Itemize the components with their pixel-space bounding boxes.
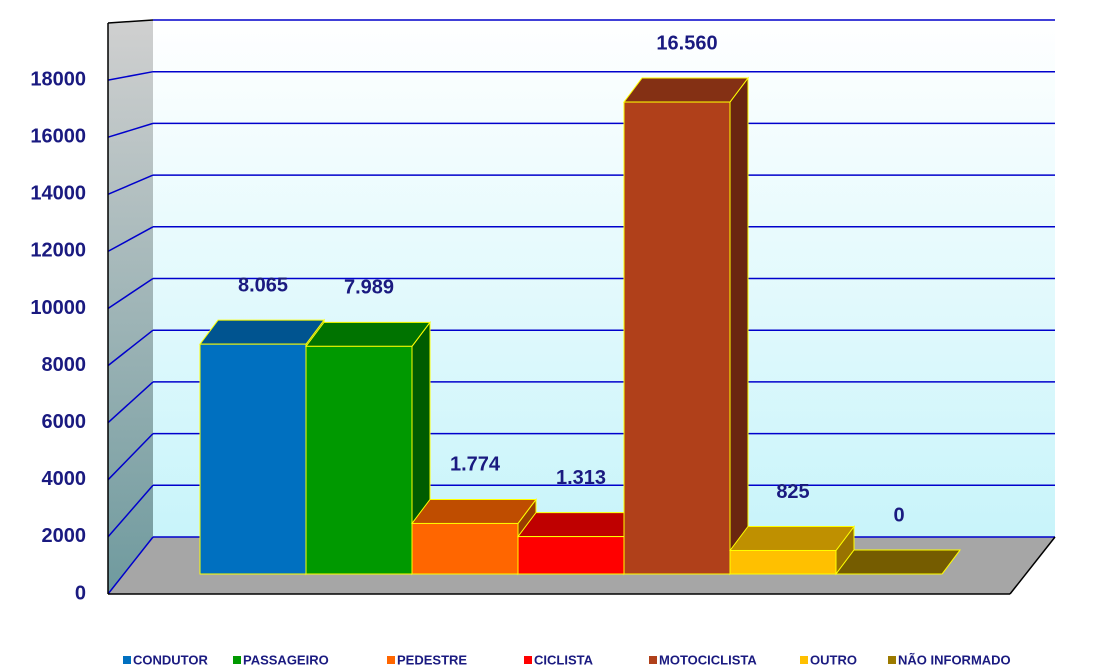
legend-label: PEDESTRE xyxy=(397,652,467,667)
bar-top xyxy=(199,319,325,345)
value-label: 1.774 xyxy=(450,454,501,476)
value-label: 825 xyxy=(776,481,809,503)
bar xyxy=(729,549,837,575)
value-label: 8.065 xyxy=(238,274,288,296)
y-tick-label: 4000 xyxy=(42,468,87,490)
bar xyxy=(199,343,307,575)
side-grid-line xyxy=(107,226,154,253)
side-grid-line xyxy=(107,70,154,81)
legend-label: PASSAGEIRO xyxy=(243,652,329,667)
side-grid-line xyxy=(107,122,154,138)
y-tick-label: 0 xyxy=(75,582,86,604)
value-label: 7.989 xyxy=(344,277,394,299)
bar xyxy=(623,101,731,575)
legend-swatch xyxy=(123,656,131,664)
legend-swatch xyxy=(524,656,532,664)
side-grid-line xyxy=(107,433,154,481)
legend-swatch xyxy=(649,656,657,664)
side-grid-line xyxy=(107,277,154,310)
legend-label: CONDUTOR xyxy=(133,652,208,667)
legend-label: OUTRO xyxy=(810,652,857,667)
side-wall xyxy=(108,20,153,594)
y-tick-label: 8000 xyxy=(42,354,87,376)
side-grid-line xyxy=(107,381,154,424)
y-tick-label: 16000 xyxy=(30,125,86,147)
y-tick-label: 18000 xyxy=(30,68,86,90)
side-grid-line xyxy=(107,484,154,538)
side-grid-line xyxy=(107,174,154,195)
bar-side xyxy=(729,76,749,576)
legend-label: CICLISTA xyxy=(534,652,594,667)
legend-swatch xyxy=(888,656,896,664)
bar-top xyxy=(410,498,538,524)
bar-top xyxy=(623,77,749,103)
legend-swatch xyxy=(387,656,395,664)
bar-top xyxy=(729,525,855,551)
legend-label: MOTOCICLISTA xyxy=(659,652,757,667)
side-grid-line xyxy=(107,329,154,367)
y-tick-label: 12000 xyxy=(30,240,86,262)
side-grid-line xyxy=(107,536,154,595)
side-wall-top xyxy=(107,19,154,24)
bar-top xyxy=(305,321,431,347)
value-label: 16.560 xyxy=(656,32,717,54)
bar-top xyxy=(517,512,643,538)
legend-swatch xyxy=(233,656,241,664)
legend-label: NÃO INFORMADO xyxy=(898,652,1011,667)
bar xyxy=(411,522,519,575)
legend-swatch xyxy=(800,656,808,664)
bar xyxy=(305,345,413,575)
y-tick-label: 2000 xyxy=(42,525,87,547)
bar xyxy=(517,536,625,575)
value-label: 0 xyxy=(893,504,904,526)
plot: 0 2000 4000 6000 8000 10000 12000 14000 16000 180… xyxy=(30,32,1010,667)
floor-edge xyxy=(1009,536,1056,595)
y-tick-label: 10000 xyxy=(30,297,86,319)
y-tick-label: 14000 xyxy=(30,183,86,205)
bar-top xyxy=(835,549,961,575)
value-label: 1.313 xyxy=(556,467,606,489)
y-tick-label: 6000 xyxy=(42,411,87,433)
